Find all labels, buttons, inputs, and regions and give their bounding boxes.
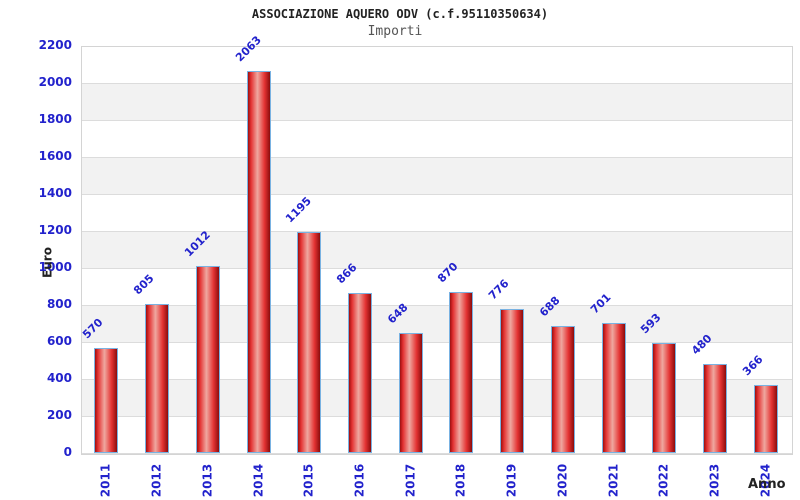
y-tick-label: 400: [46, 371, 72, 385]
x-tick-label: 2018: [453, 463, 468, 498]
bar: [247, 71, 271, 453]
y-tick-label: 200: [46, 408, 72, 422]
chart-subtitle: Importi: [367, 24, 423, 39]
y-tick-label: 800: [46, 297, 72, 311]
y-tick-label: 1000: [38, 260, 72, 274]
x-axis-label: Anno: [748, 477, 786, 492]
y-tick-label: 0: [63, 445, 72, 459]
y-tick-label: 1600: [38, 149, 72, 163]
y-tick-label: 2000: [38, 75, 72, 89]
chart-title: ASSOCIAZIONE AQUERO ODV (c.f.95110350634…: [251, 7, 549, 21]
y-tick-label: 1800: [38, 112, 72, 126]
x-tick-label: 2020: [555, 463, 570, 498]
bar: [500, 309, 524, 453]
x-tick-label: 2023: [707, 463, 722, 498]
bar: [652, 343, 676, 453]
x-tick-label: 2012: [149, 463, 164, 498]
bar: [94, 348, 118, 453]
bar: [297, 232, 321, 453]
bar: [703, 364, 727, 453]
bar: [551, 326, 575, 453]
y-tick-label: 2200: [38, 38, 72, 52]
x-tick-label: 2021: [606, 463, 621, 498]
bar: [348, 293, 372, 453]
y-axis-label: Euro: [40, 247, 55, 278]
x-tick-label: 2015: [301, 463, 316, 498]
bar: [449, 292, 473, 453]
bar: [602, 323, 626, 453]
x-tick-label: 2014: [251, 463, 266, 498]
y-tick-label: 1400: [38, 186, 72, 200]
x-tick-label: 2016: [352, 463, 367, 498]
x-tick-label: 2019: [504, 463, 519, 498]
y-tick-label: 600: [46, 334, 72, 348]
y-tick-label: 1200: [38, 223, 72, 237]
bar: [145, 304, 169, 453]
bar: [399, 333, 423, 453]
x-tick-label: 2013: [200, 463, 215, 498]
x-tick-label: 2011: [98, 463, 113, 498]
x-tick-label: 2022: [656, 463, 671, 498]
bar: [196, 266, 220, 453]
x-tick-label: 2017: [403, 463, 418, 498]
bar: [754, 385, 778, 453]
